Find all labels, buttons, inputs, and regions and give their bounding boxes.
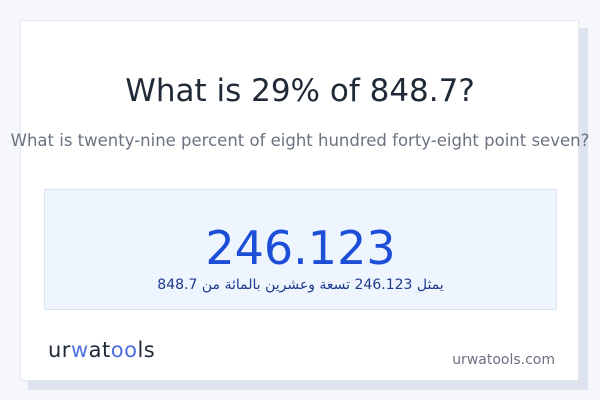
page-subtitle: What is twenty-nine percent of eight hun… — [10, 131, 590, 150]
result-value: 246.123 — [205, 221, 396, 275]
page-title: What is 29% of 848.7? — [125, 73, 475, 109]
site-link[interactable]: urwatools.com — [452, 352, 555, 368]
result-arabic-text: يمثل 246.123 تسعة وعشرين بالمائة من 848.… — [157, 277, 444, 293]
urwatools-logo[interactable]: urwatools — [48, 338, 156, 362]
result-box: 246.123 يمثل 246.123 تسعة وعشرين بالمائة… — [44, 189, 557, 310]
